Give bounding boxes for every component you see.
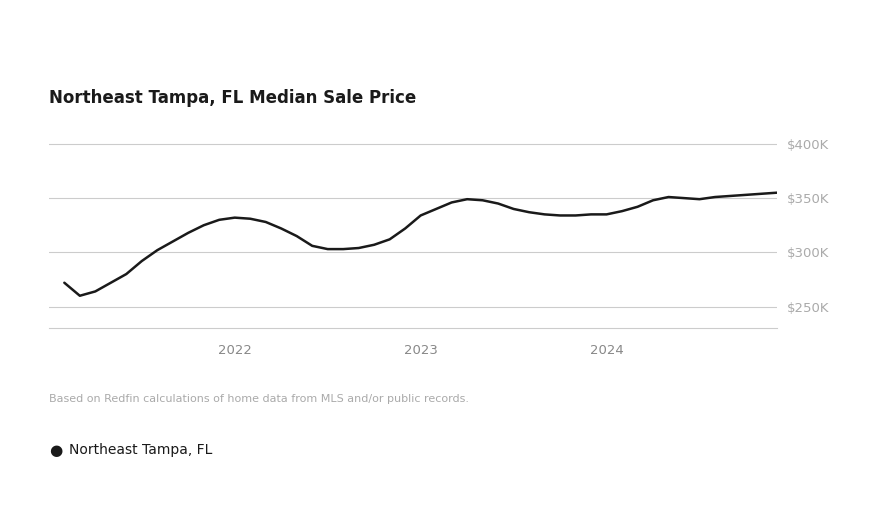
Text: Northeast Tampa, FL Median Sale Price: Northeast Tampa, FL Median Sale Price bbox=[49, 89, 416, 107]
Text: Northeast Tampa, FL: Northeast Tampa, FL bbox=[69, 443, 212, 458]
Text: Based on Redfin calculations of home data from MLS and/or public records.: Based on Redfin calculations of home dat… bbox=[49, 394, 469, 405]
Text: ●: ● bbox=[49, 443, 62, 458]
